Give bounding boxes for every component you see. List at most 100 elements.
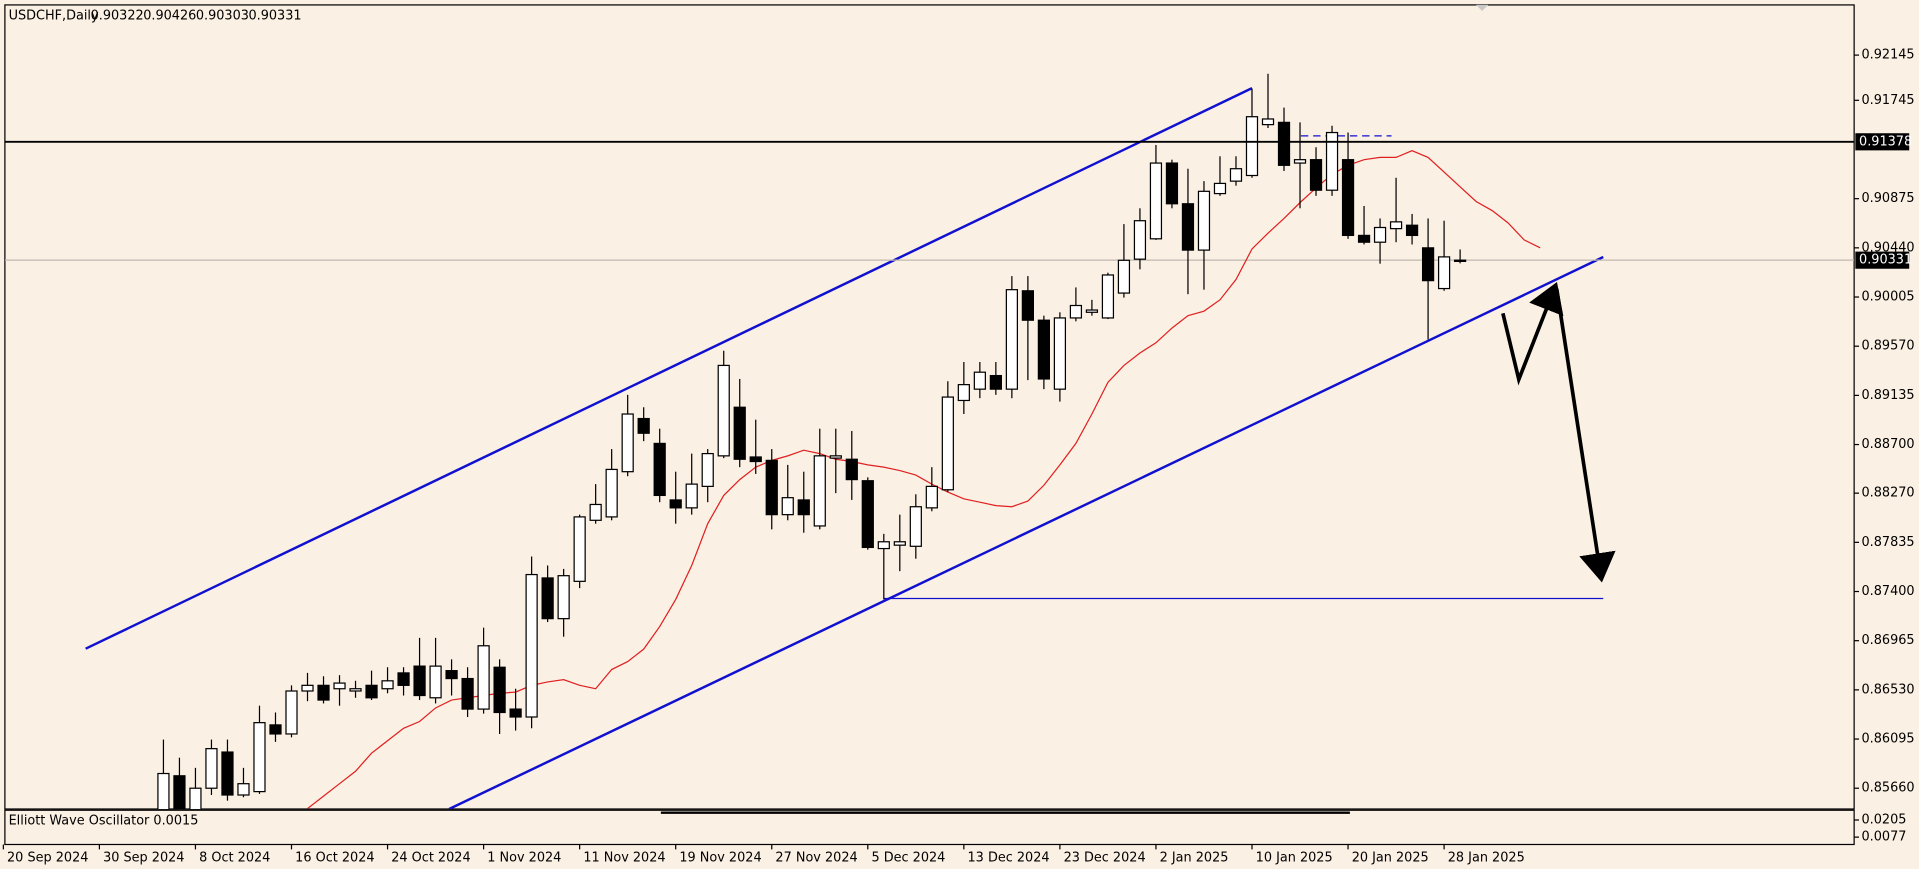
candle-body bbox=[557, 575, 570, 620]
candle-body bbox=[509, 708, 522, 718]
x-tick-label: 13 Dec 2024 bbox=[968, 850, 1050, 865]
candle-body bbox=[765, 459, 778, 516]
candle-body bbox=[1005, 289, 1018, 390]
candle-body bbox=[1421, 247, 1435, 282]
y-tick-label: 0.86965 bbox=[1861, 633, 1914, 648]
x-tick-label: 16 Oct 2024 bbox=[295, 850, 374, 865]
candle-body bbox=[1053, 317, 1067, 390]
plot-frame bbox=[4, 4, 1855, 810]
candle-body bbox=[1101, 274, 1115, 319]
candle-body bbox=[541, 577, 554, 620]
candle-body bbox=[237, 783, 250, 796]
candle-body bbox=[461, 677, 474, 710]
x-tick-label: 10 Jan 2025 bbox=[1256, 850, 1333, 865]
candle-body bbox=[573, 516, 586, 582]
candle-body bbox=[1373, 226, 1387, 243]
candle-body bbox=[877, 541, 890, 550]
candle-body bbox=[1357, 234, 1371, 243]
candle-body bbox=[669, 499, 682, 509]
x-tick-label: 8 Oct 2024 bbox=[199, 850, 270, 865]
candle-body bbox=[445, 670, 458, 680]
candle-body bbox=[1229, 168, 1243, 182]
candle-body bbox=[1149, 162, 1163, 240]
projection-arrow bbox=[1554, 288, 1616, 583]
header-close: 0.90331 bbox=[248, 8, 301, 23]
level-label-bg bbox=[1855, 133, 1910, 151]
candle-body bbox=[157, 772, 170, 809]
bid-label-bg bbox=[1855, 251, 1910, 269]
candle-body bbox=[301, 684, 314, 692]
candle-body bbox=[1309, 159, 1323, 191]
candle-body bbox=[733, 406, 746, 460]
channel-upper bbox=[85, 87, 1253, 650]
candle-body bbox=[365, 684, 378, 699]
candle-body bbox=[205, 748, 218, 789]
y-tick-label: 0.86095 bbox=[1861, 732, 1914, 747]
candle-body bbox=[381, 680, 394, 690]
x-tick-label: 1 Nov 2024 bbox=[487, 850, 561, 865]
candle-body bbox=[1341, 159, 1355, 237]
y-tick-label: 0.87400 bbox=[1861, 584, 1914, 599]
oscillator-frame bbox=[4, 809, 1855, 846]
candle-body bbox=[973, 371, 986, 390]
candle-body bbox=[493, 666, 506, 714]
candle-body bbox=[989, 374, 1002, 390]
candle-body bbox=[1021, 290, 1034, 321]
candle-body bbox=[1389, 221, 1403, 230]
y-tick-label: 0.91745 bbox=[1861, 93, 1914, 108]
y-tick-label: 0.87835 bbox=[1861, 535, 1914, 550]
candle-body bbox=[813, 455, 826, 527]
candle-body bbox=[1165, 162, 1179, 205]
x-tick-label: 28 Jan 2025 bbox=[1448, 850, 1525, 865]
candle-body bbox=[701, 452, 714, 487]
candle-body bbox=[781, 497, 794, 516]
header-open: 0.90322 bbox=[91, 8, 144, 23]
candle-body bbox=[1213, 182, 1227, 195]
y-tick-label: 0.88700 bbox=[1861, 437, 1914, 452]
candle-body bbox=[1069, 304, 1083, 319]
candle-body bbox=[589, 503, 602, 521]
candle-body bbox=[1325, 131, 1339, 191]
channel-lower bbox=[448, 255, 1604, 809]
candle-body bbox=[253, 722, 266, 793]
candle-body bbox=[349, 688, 362, 692]
shift-marker bbox=[1475, 4, 1489, 12]
level-label: 0.91378 bbox=[1859, 134, 1912, 149]
candle-body bbox=[1277, 121, 1291, 166]
symbol-title: USDCHF,Daily bbox=[9, 8, 99, 23]
candle-body bbox=[1261, 118, 1275, 126]
candle-body bbox=[861, 480, 874, 549]
candle-body bbox=[173, 775, 186, 809]
candle-body bbox=[637, 417, 650, 434]
candle-body bbox=[941, 396, 954, 491]
x-tick-label: 2 Jan 2025 bbox=[1160, 850, 1229, 865]
x-tick-label: 23 Dec 2024 bbox=[1064, 850, 1146, 865]
x-tick-label: 11 Nov 2024 bbox=[583, 850, 665, 865]
candle-body bbox=[797, 499, 810, 516]
y-tick-label: 0.92145 bbox=[1861, 48, 1914, 63]
candle-body bbox=[1197, 190, 1211, 251]
y-tick-label: 0.90440 bbox=[1861, 240, 1914, 255]
bid-label: 0.90331 bbox=[1859, 253, 1912, 268]
y-tick-label: 0.86530 bbox=[1861, 682, 1914, 697]
oscillator-title: Elliott Wave Oscillator 0.0015 bbox=[9, 814, 199, 829]
candle-body bbox=[317, 684, 330, 701]
plot bbox=[4, 73, 1855, 809]
candle-body bbox=[1085, 309, 1099, 313]
candle-body bbox=[221, 751, 234, 796]
header-high: 0.90426 bbox=[143, 8, 196, 23]
candle-body bbox=[189, 787, 202, 809]
y-tick-label: 0.85660 bbox=[1861, 781, 1914, 796]
candle-body bbox=[621, 413, 634, 473]
candle-body bbox=[909, 506, 922, 547]
candle-body bbox=[829, 455, 842, 459]
candle-body bbox=[717, 364, 730, 457]
candle-body bbox=[477, 645, 490, 710]
candle-body bbox=[269, 724, 282, 735]
y-tick-label: 0.90005 bbox=[1861, 290, 1914, 305]
candle-body bbox=[957, 384, 970, 402]
candle-body bbox=[1037, 319, 1051, 380]
candle-body bbox=[333, 682, 346, 690]
candle-body bbox=[285, 690, 298, 735]
